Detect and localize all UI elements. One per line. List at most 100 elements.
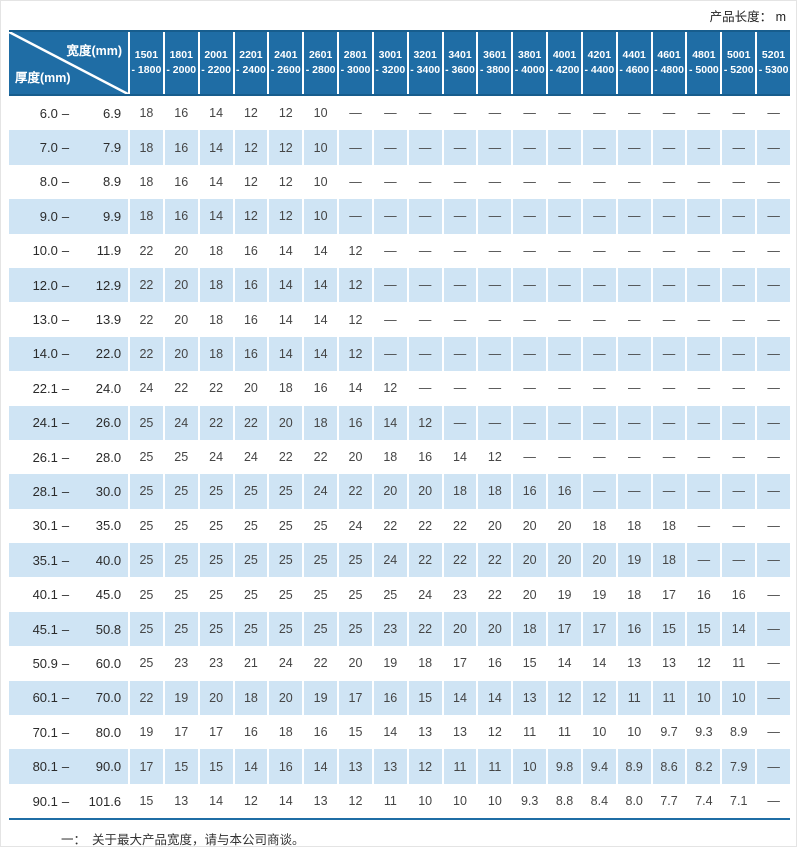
- length-value-cell: 25: [234, 508, 268, 544]
- length-value-cell: 25: [164, 577, 198, 612]
- length-value-cell: 23: [199, 646, 233, 681]
- length-value-cell: 14: [269, 783, 303, 819]
- width-axis-label: 宽度(mm): [66, 44, 122, 58]
- thickness-range-cell: 50.9– 60.0: [9, 646, 128, 681]
- width-range-to: - 3400: [410, 64, 441, 76]
- thickness-from: 35.1: [32, 552, 58, 568]
- length-value-cell: 25: [269, 611, 303, 647]
- length-value-cell: 14: [199, 199, 233, 234]
- length-value-cell: —: [757, 611, 790, 647]
- length-value-cell: 12: [339, 267, 372, 303]
- table-row: 9.0–9.9 18 16 14 12 12 10— — — — — — — — — — — — —: [9, 199, 790, 234]
- length-value-cell: 14: [339, 371, 372, 406]
- length-value-cell: 10: [304, 164, 338, 200]
- thickness-range-cell: 6.0– 6.9: [9, 96, 128, 131]
- length-value-cell: 22: [199, 371, 233, 406]
- length-value-cell: 24: [373, 543, 407, 578]
- length-value-cell: —: [652, 336, 686, 372]
- thickness-to: 9.9: [103, 208, 122, 224]
- length-value-cell: —: [582, 130, 616, 165]
- thickness-range-cell: 24.1– 26.0: [9, 405, 128, 440]
- footnote-dash-symbol: 一：: [61, 833, 87, 847]
- length-value-cell: 18: [234, 680, 268, 716]
- length-value-cell: 24: [164, 405, 198, 440]
- length-value-cell: —: [373, 336, 407, 372]
- length-value-cell: —: [722, 130, 756, 165]
- thickness-from: 24.1: [32, 415, 58, 431]
- length-value-cell: 14: [199, 783, 233, 819]
- length-value-cell: —: [339, 199, 372, 234]
- range-separator: –: [61, 243, 70, 259]
- length-value-cell: 17: [199, 715, 233, 750]
- thickness-from: 60.1: [32, 690, 58, 706]
- length-value-cell: 18: [617, 577, 651, 612]
- table-row: 28.1–30.0 25 25 25 25 25 24 22 20 20 18 18 16 16— — — — —…: [9, 474, 790, 509]
- footnote: 一： 关于最大产品宽度，请与本公司商谈。: [61, 829, 305, 848]
- width-range-to: - 4800: [654, 64, 684, 76]
- length-value-cell: —: [652, 164, 686, 200]
- length-value-cell: —: [652, 439, 686, 475]
- length-value-cell: 12: [339, 233, 372, 268]
- length-value-cell: 25: [234, 543, 268, 578]
- width-range-from: 4201: [587, 49, 612, 61]
- length-value-cell: 24: [199, 439, 233, 475]
- width-range-to: - 4000: [514, 64, 545, 76]
- length-value-cell: 22: [199, 405, 233, 440]
- length-value-cell: 10: [443, 783, 477, 819]
- length-value-cell: —: [548, 267, 581, 303]
- length-value-cell: 25: [199, 543, 233, 578]
- length-value-cell: —: [757, 439, 790, 475]
- length-value-cell: 24: [304, 474, 338, 509]
- thickness-range-cell: 9.0– 9.9: [9, 199, 128, 234]
- length-value-cell: 11: [513, 715, 547, 750]
- thickness-from: 45.1: [32, 621, 58, 637]
- width-range-from: 4801: [692, 49, 716, 61]
- length-value-cell: 11: [722, 646, 756, 681]
- length-value-cell: —: [757, 508, 790, 544]
- length-value-cell: —: [548, 96, 581, 131]
- length-value-cell: —: [443, 267, 477, 303]
- table-row: 12.0–12.9 22 20 18 16 14 14 12— — — — — — — — — — — —: [9, 267, 790, 303]
- length-value-cell: —: [652, 371, 686, 406]
- length-value-cell: 19: [582, 577, 616, 612]
- length-value-cell: 16: [164, 199, 198, 234]
- length-value-cell: 17: [652, 577, 686, 612]
- length-value-cell: —: [548, 371, 581, 406]
- length-value-cell: 18: [652, 543, 686, 578]
- range-separator: –: [61, 518, 70, 534]
- length-value-cell: —: [582, 474, 616, 509]
- range-separator: –: [61, 277, 70, 293]
- length-value-cell: 16: [234, 267, 268, 303]
- width-range-to: - 3200: [375, 64, 406, 76]
- width-range-header: 3201 - 3400: [408, 32, 442, 94]
- range-separator: –: [61, 380, 70, 396]
- length-value-cell: 12: [478, 715, 512, 750]
- range-separator: –: [61, 483, 70, 499]
- length-value-cell: 10: [304, 130, 338, 165]
- width-range-to: - 4600: [619, 64, 650, 76]
- length-value-cell: 22: [408, 611, 442, 647]
- length-value-cell: 14: [269, 267, 303, 303]
- length-value-cell: —: [617, 267, 651, 303]
- thickness-from: 90.1: [32, 793, 58, 809]
- thickness-to: 35.0: [95, 518, 122, 534]
- length-value-cell: —: [548, 405, 581, 440]
- length-value-cell: —: [617, 130, 651, 165]
- width-range-from: 3001: [378, 49, 402, 61]
- thickness-range-cell: 28.1– 30.0: [9, 474, 128, 509]
- length-value-cell: 13: [164, 783, 198, 819]
- length-value-cell: 10: [478, 783, 512, 819]
- length-value-cell: —: [513, 96, 547, 131]
- table-row: 8.0–8.9 18 16 14 12 12 10— — — — — — — — — — — — —: [9, 164, 790, 200]
- thickness-from: 13.0: [32, 312, 58, 328]
- table-row: 14.0–22.0 22 20 18 16 14 14 12— — — — — — — — — — — —: [9, 336, 790, 372]
- length-value-cell: 13: [443, 715, 477, 750]
- length-value-cell: 14: [269, 233, 303, 268]
- length-value-cell: 18: [130, 199, 163, 234]
- length-value-cell: 16: [617, 611, 651, 647]
- length-value-cell: 12: [269, 164, 303, 200]
- width-range-to: - 5300: [758, 64, 789, 76]
- length-value-cell: —: [408, 302, 442, 337]
- length-value-cell: —: [408, 199, 442, 234]
- length-value-cell: 18: [130, 96, 163, 131]
